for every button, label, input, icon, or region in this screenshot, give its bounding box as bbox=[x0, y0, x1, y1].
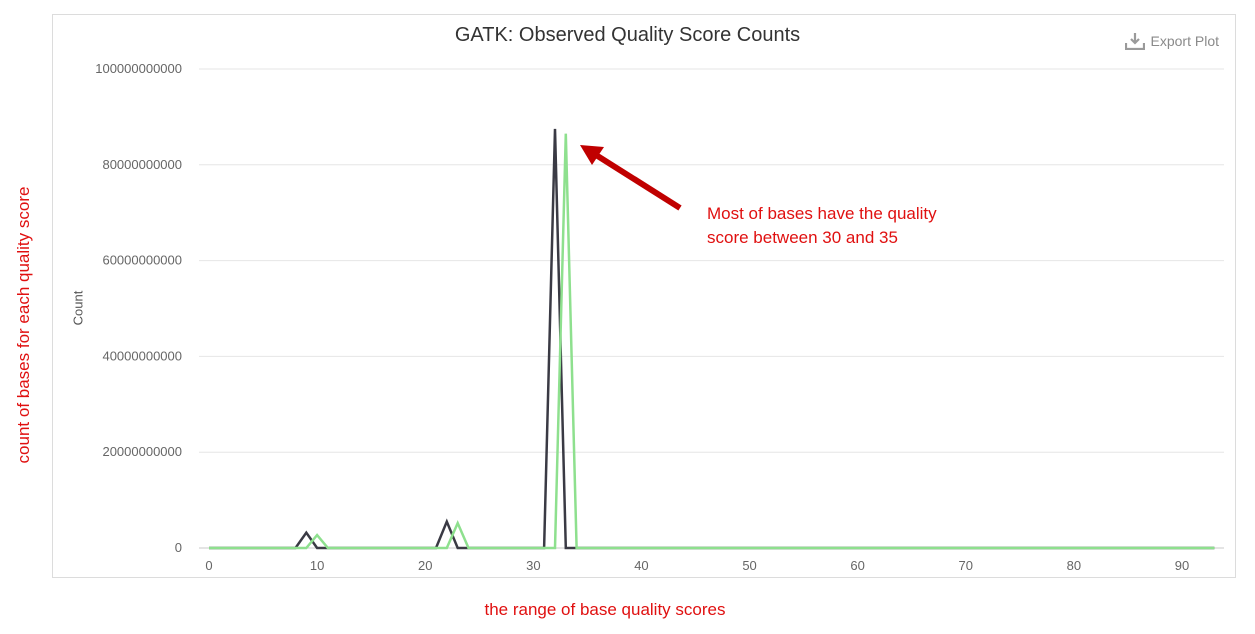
x-tick-label: 0 bbox=[205, 558, 212, 573]
series-line-1 bbox=[209, 128, 1215, 550]
annotation-arrow-shaft bbox=[594, 152, 682, 211]
y-tick-label: 20000000000 bbox=[102, 444, 182, 459]
x-tick-label: 90 bbox=[1175, 558, 1189, 573]
series-line-2 bbox=[209, 133, 1215, 550]
annotation-line-1: Most of bases have the quality bbox=[707, 204, 937, 223]
x-tick-label: 30 bbox=[526, 558, 540, 573]
x-tick-label: 20 bbox=[418, 558, 432, 573]
outer-x-label: the range of base quality scores bbox=[484, 600, 726, 619]
annotation-line-2: score between 30 and 35 bbox=[707, 228, 898, 247]
y-tick-label: 0 bbox=[175, 540, 182, 555]
chart-title: GATK: Observed Quality Score Counts bbox=[454, 24, 801, 46]
x-tick-label: 10 bbox=[310, 558, 324, 573]
x-tick-label: 50 bbox=[742, 558, 756, 573]
annotation-text: Most of bases have the quality score bet… bbox=[707, 202, 997, 250]
x-tick-label: 40 bbox=[634, 558, 648, 573]
download-icon bbox=[1124, 32, 1145, 50]
x-tick-label: 80 bbox=[1067, 558, 1081, 573]
chart-frame bbox=[52, 14, 1236, 578]
outer-y-label: count of bases for each quality score bbox=[14, 186, 33, 464]
y-tick-label: 100000000000 bbox=[95, 61, 182, 76]
annotation-arrow-head bbox=[580, 145, 604, 165]
x-tick-label: 70 bbox=[959, 558, 973, 573]
y-axis-label: Count bbox=[70, 290, 86, 326]
y-tick-label: 60000000000 bbox=[102, 253, 182, 268]
y-tick-label: 80000000000 bbox=[102, 157, 182, 172]
export-plot-button[interactable]: Export Plot bbox=[1124, 32, 1219, 50]
export-plot-label: Export Plot bbox=[1150, 33, 1219, 49]
x-tick-label: 60 bbox=[850, 558, 864, 573]
y-tick-label: 40000000000 bbox=[102, 348, 182, 363]
